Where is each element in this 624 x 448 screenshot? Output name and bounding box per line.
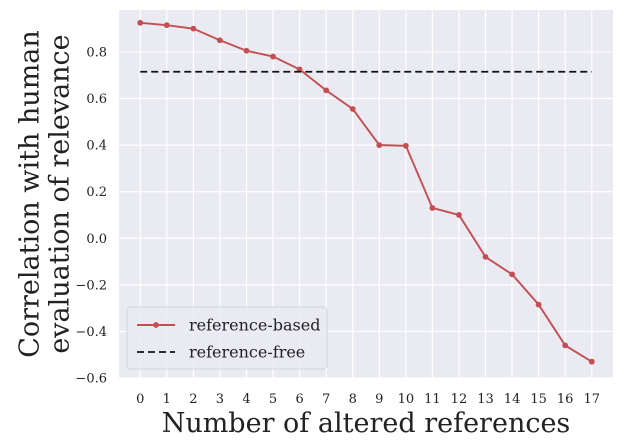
x-tick-label: 6 [295,392,303,407]
y-tick-label: 0.2 [86,185,107,200]
x-tick-label: 2 [189,392,197,407]
data-point [163,22,170,29]
data-point [588,358,595,365]
series-line [140,21,593,363]
y-tick-label: −0.4 [75,325,107,340]
data-point [217,37,223,44]
x-tick-label: 0 [136,392,144,407]
series-group [137,19,595,365]
x-tick-label: 5 [269,392,277,407]
legend-box [126,306,328,370]
y-tick-label: −0.2 [75,278,107,293]
legend: reference-based reference-free [126,306,328,370]
data-point [323,87,330,94]
data-point [509,271,515,278]
y-tick-label: 0.0 [86,232,107,247]
x-tick-label: 11 [424,392,441,407]
y-tick-label: 0.4 [86,139,107,154]
x-axis-ticks: 0 1 2 3 4 5 6 7 8 9 10 11 12 13 14 15 16 17 [136,392,600,407]
y-tick-label: 0.6 [86,92,107,107]
x-tick-label: 1 [163,392,171,407]
y-tick-label: −0.6 [75,372,107,387]
legend-marker [153,322,159,328]
data-point [137,19,144,26]
x-tick-label: 3 [216,392,224,407]
x-tick-label: 17 [583,392,600,407]
x-tick-label: 12 [451,392,468,407]
y-axis-label-line: Correlation with human [15,30,46,358]
x-tick-label: 7 [322,392,330,407]
x-tick-label: 16 [557,392,574,407]
data-point [402,142,409,149]
x-tick-label: 9 [375,392,383,407]
y-axis-ticks: −0.6 −0.4 −0.2 0.0 0.2 0.4 0.6 0.8 [75,45,107,386]
legend-label: reference-based [189,316,320,335]
data-point [270,53,276,60]
data-point [535,301,542,308]
x-tick-label: 4 [242,392,250,407]
x-tick-label: 10 [398,392,415,407]
series-reference-based [137,19,595,365]
legend-label: reference-free [189,343,305,362]
x-tick-label: 14 [504,392,521,407]
data-point [429,205,436,211]
data-point [190,25,197,32]
x-axis-label: Number of altered references [162,408,571,439]
data-point [349,106,356,112]
y-tick-label: 0.8 [86,45,107,60]
x-tick-label: 8 [349,392,357,407]
x-tick-label: 15 [530,392,547,407]
data-point [243,47,250,54]
x-tick-label: 13 [477,392,494,407]
y-axis-label: Correlation with human evaluation of rele… [15,30,76,358]
data-point [562,342,569,349]
data-point [376,142,383,148]
data-point [482,253,489,260]
data-point [456,212,462,218]
y-axis-label-line: evaluation of relevance [45,34,76,353]
